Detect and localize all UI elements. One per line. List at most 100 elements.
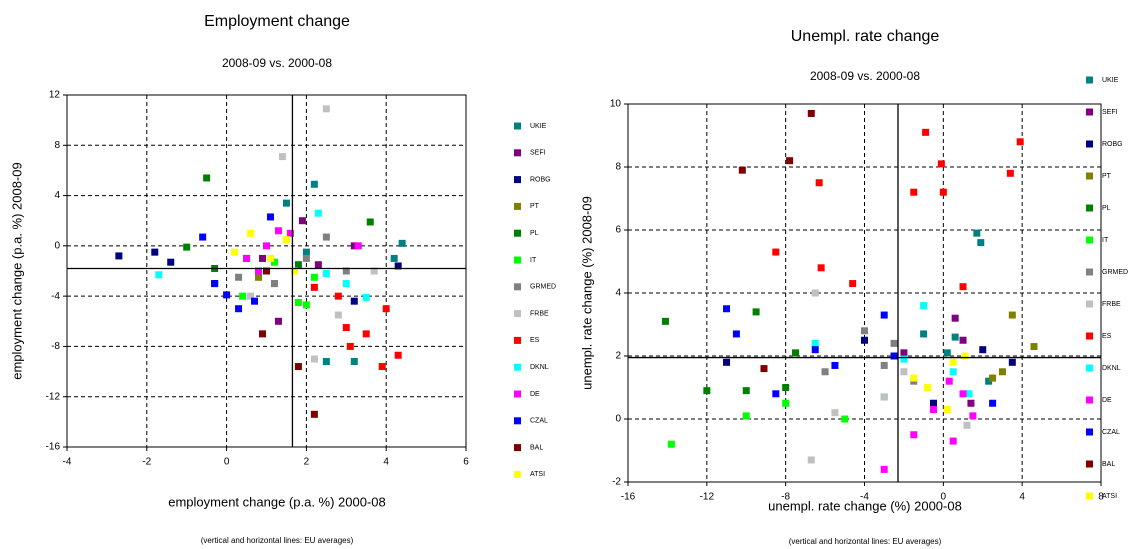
point (263, 242, 270, 250)
legend-label: SEFI (530, 150, 546, 157)
y-tick-label: 10 (610, 99, 622, 110)
legend-swatch (1086, 460, 1093, 468)
point (203, 174, 211, 182)
point (703, 387, 711, 395)
point (155, 271, 163, 279)
legend-swatch (514, 417, 521, 425)
point (782, 384, 790, 391)
point (821, 368, 829, 376)
point (167, 258, 175, 266)
point (910, 374, 918, 382)
legend-label: DKNL (1102, 365, 1121, 372)
point (183, 243, 191, 251)
note: (vertical and horizontal lines: EU avera… (789, 537, 942, 546)
legend-swatch (1086, 364, 1093, 372)
point (310, 355, 318, 363)
y-axis-label: unempl. rate change (%) 2008-09 (579, 196, 594, 390)
point (807, 109, 815, 117)
legend-swatch (514, 470, 521, 478)
legend-swatch (1086, 172, 1093, 180)
y-tick-label: -2 (612, 477, 621, 488)
x-tick-label: -2 (142, 457, 151, 468)
legend-swatch (1086, 204, 1093, 212)
point (231, 248, 239, 256)
point (259, 254, 267, 262)
point (243, 254, 251, 262)
y-tick-label: 0 (54, 240, 60, 251)
point (920, 330, 928, 338)
point (235, 273, 243, 281)
point (298, 217, 306, 225)
point (841, 415, 849, 423)
legend-label: PL (530, 230, 539, 237)
point (772, 390, 780, 398)
point (880, 311, 888, 319)
point (322, 358, 330, 366)
legend-label: UKIE (530, 123, 547, 130)
point (929, 399, 937, 407)
point (1008, 358, 1016, 366)
y-tick-label: 8 (615, 162, 621, 173)
point (807, 456, 815, 464)
point (235, 305, 243, 313)
point (270, 258, 278, 266)
point (949, 437, 957, 445)
point (959, 390, 967, 398)
legend-swatch (514, 122, 521, 130)
point (294, 298, 302, 306)
legend-swatch (514, 256, 521, 264)
point (255, 273, 263, 281)
point (310, 410, 318, 418)
point (985, 377, 993, 385)
point (890, 339, 898, 347)
point (951, 333, 959, 341)
point (949, 358, 957, 366)
point (811, 339, 819, 347)
legend-swatch (1086, 396, 1093, 404)
legend-label: ES (530, 337, 540, 344)
legend-label: IT (530, 257, 537, 264)
legend-swatch (514, 363, 521, 371)
legend-label: ATSI (1102, 493, 1117, 500)
point (346, 342, 354, 350)
point (667, 440, 675, 448)
point (937, 160, 945, 168)
point (924, 384, 932, 391)
point (786, 157, 794, 165)
point (1008, 311, 1016, 319)
legend-label: BAL (530, 444, 543, 451)
y-tick-label: 2 (615, 351, 621, 362)
point (965, 390, 973, 398)
legend-swatch (514, 283, 521, 291)
y-tick-label: 4 (615, 288, 621, 299)
point (900, 368, 908, 376)
point (959, 336, 967, 344)
x-axis-label: employment change (p.a. %) 2000-08 (168, 494, 386, 509)
point (322, 233, 330, 241)
point (310, 180, 318, 188)
legend-label: PT (1102, 173, 1112, 180)
chart-title: Employment change (204, 13, 350, 30)
point (979, 346, 987, 354)
x-tick-label: -12 (700, 492, 715, 503)
point (811, 289, 819, 297)
point (880, 393, 888, 401)
legend-swatch (514, 444, 521, 452)
plot-frame (66, 94, 467, 448)
point (890, 352, 898, 360)
point (382, 305, 390, 313)
point (334, 292, 342, 300)
point (989, 374, 997, 382)
legend-label: IT (1102, 237, 1109, 244)
point (394, 262, 402, 270)
legend-swatch (514, 310, 521, 318)
legend-label: ES (1102, 333, 1112, 340)
point (302, 248, 310, 256)
x-tick-label: 6 (463, 457, 469, 468)
legend-swatch (514, 149, 521, 157)
y-tick-label: 6 (615, 225, 621, 236)
note: (vertical and horizontal lines: EU avera… (201, 536, 354, 545)
y-tick-label: 8 (54, 140, 60, 151)
y-tick-label: -8 (51, 341, 60, 352)
